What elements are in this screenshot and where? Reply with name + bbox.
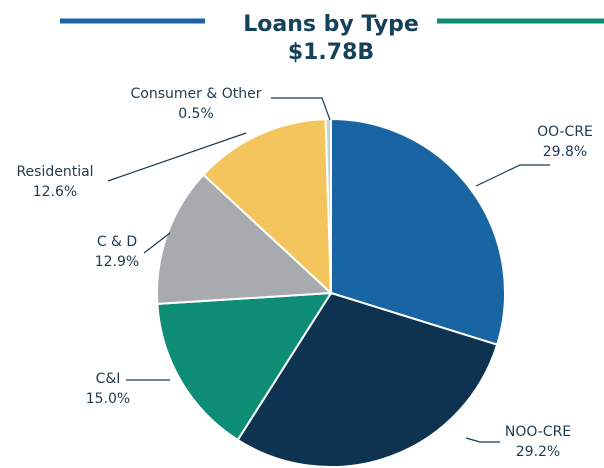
- pie-slices: [155, 117, 506, 468]
- slice-label-c-and-d: C & D: [97, 234, 137, 250]
- slice-value-noo-cre: 29.2%: [516, 444, 560, 460]
- pie-slice-oo-cre: [330, 117, 506, 346]
- pie-slice-candi: [156, 291, 333, 442]
- leader-line-consumer-and-other: [271, 97, 331, 121]
- slice-labels: OO-CRE 29.8% NOO-CRE 29.2% C&I 15.0% C & D 12.9…: [16, 86, 592, 460]
- chart-subtitle: $1.78B: [288, 40, 374, 65]
- pie-slice-residential: [201, 118, 333, 296]
- pie-slice-noo-cre: [236, 291, 499, 468]
- pie-slice-consumer-and-other: [324, 117, 332, 294]
- leader-line-c-and-d: [143, 232, 171, 254]
- slice-label-oo-cre: OO-CRE: [537, 124, 593, 140]
- slice-label-consumer-and-other: Consumer & Other: [131, 86, 262, 102]
- slice-value-consumer-and-other: 0.5%: [178, 106, 214, 122]
- chart-title: Loans by Type: [243, 12, 419, 37]
- slice-label-residential: Residential: [16, 164, 93, 180]
- leader-line-oo-cre: [475, 164, 550, 187]
- slice-value-residential: 12.6%: [33, 184, 77, 200]
- slice-label-candi: C&I: [96, 371, 121, 387]
- slice-label-noo-cre: NOO-CRE: [505, 424, 571, 440]
- slice-value-candi: 15.0%: [86, 391, 130, 407]
- slice-value-oo-cre: 29.8%: [543, 144, 587, 160]
- leader-line-residential: [107, 132, 247, 182]
- leader-line-noo-cre: [465, 437, 500, 443]
- slice-value-c-and-d: 12.9%: [95, 254, 139, 270]
